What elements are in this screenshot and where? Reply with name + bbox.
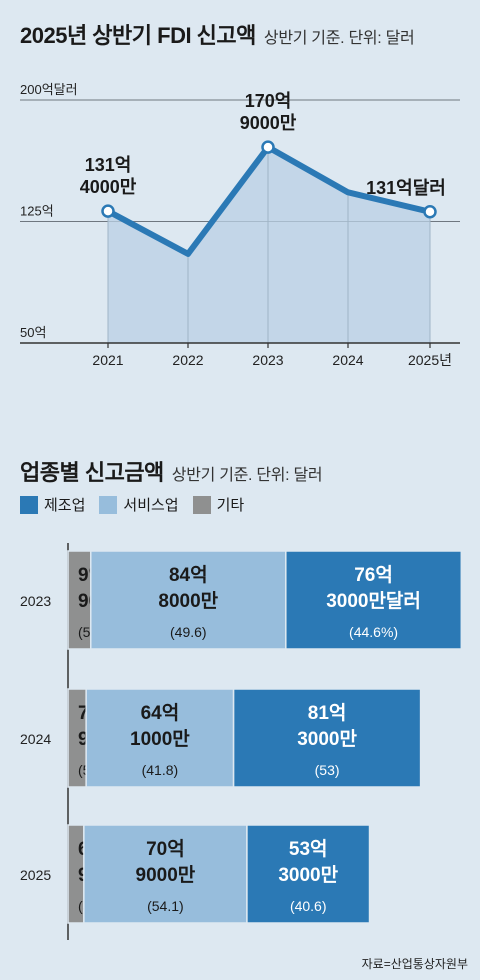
y-tick-label: 50억 xyxy=(20,325,46,340)
data-label: 170억 xyxy=(245,91,292,111)
bar-pct-label: (41.8) xyxy=(142,762,179,778)
bar-value-label: 53억 xyxy=(289,838,328,860)
bar-segment-services xyxy=(83,824,248,924)
legend-label-manufacturing: 제조업 xyxy=(44,497,86,514)
bar-pct-label: (44.6%) xyxy=(349,624,398,640)
bar-chart-subtitle: 상반기 기준. 단위: 달러 xyxy=(171,467,323,484)
bar-value-label: 3000만 xyxy=(297,728,357,750)
bar-year-label: 2023 xyxy=(20,593,51,609)
bar-value-label: 8000만 xyxy=(158,590,218,612)
bar-chart: 20239억9000만(5.8)84억8000만(49.6)76억3000만달러… xyxy=(20,543,463,940)
data-label: 4000만 xyxy=(80,177,137,197)
bar-value-label: 64억 xyxy=(141,702,180,724)
legend-item-services: 서비스업 xyxy=(99,494,179,515)
legend-swatch-manufacturing xyxy=(20,495,38,514)
data-label: 131억 xyxy=(85,155,132,175)
bar-segment-manufacturing xyxy=(232,688,422,788)
bar-value-label: 9000만 xyxy=(136,864,196,886)
bar-value-label: 3000만달러 xyxy=(326,590,421,612)
bar-value-label: 70억 xyxy=(146,838,185,860)
bar-value-label: 84억 xyxy=(169,564,208,586)
source-note: 자료=산업통상자원부 xyxy=(361,957,468,971)
y-tick-label: 125억 xyxy=(20,204,54,219)
bar-pct-label: (40.6) xyxy=(290,898,327,914)
bar-chart-title: 업종별 신고금액 xyxy=(20,460,164,485)
bar-pct-label: (54.1) xyxy=(147,898,184,914)
data-point-marker xyxy=(423,205,437,219)
data-label: 9000만 xyxy=(240,113,297,133)
y-tick-label: 200억달러 xyxy=(20,82,78,97)
legend-item-manufacturing: 제조업 xyxy=(20,494,85,515)
legend-swatch-services xyxy=(99,495,118,514)
line-chart-subtitle: 상반기 기준. 단위: 달러 xyxy=(263,30,415,47)
legend-label-other: 기타 xyxy=(216,497,245,514)
data-label: 131억달러 xyxy=(366,178,446,198)
bar-value-label: 76억 xyxy=(354,564,393,586)
x-tick-label: 2022 xyxy=(172,352,203,368)
x-tick-label: 2024 xyxy=(332,352,363,368)
x-tick-label: 2023 xyxy=(252,352,283,368)
bar-value-label: 1000만 xyxy=(130,728,190,750)
bar-year-label: 2025 xyxy=(20,867,51,883)
data-point-marker xyxy=(101,204,115,218)
legend-swatch-other xyxy=(192,495,211,514)
line-chart-title-row: 2025년 상반기 FDI 신고액 상반기 기준. 단위: 달러 xyxy=(20,18,415,50)
bar-value-label: 3000만 xyxy=(278,864,338,886)
bar-value-label: 81억 xyxy=(308,702,347,724)
bar-segment-services xyxy=(85,688,235,788)
bar-year-label: 2024 xyxy=(20,731,51,747)
bar-pct-label: (49.6) xyxy=(170,624,207,640)
x-tick-label: 2025년 xyxy=(408,352,452,368)
bar-segment-services xyxy=(90,550,287,650)
bar-chart-legend: 제조업 서비스업 기타 xyxy=(20,494,258,515)
line-chart: 200억달러 125억 50억 2021 2022 2023 2024 2025년 131억40… xyxy=(20,82,460,368)
bar-chart-title-row: 업종별 신고금액 상반기 기준. 단위: 달러 xyxy=(20,455,323,487)
bar-segment-manufacturing xyxy=(285,550,463,650)
area-fill xyxy=(108,147,430,343)
bar-segment-manufacturing xyxy=(246,824,371,924)
line-chart-title: 2025년 상반기 FDI 신고액 xyxy=(20,23,256,48)
x-tick-label: 2021 xyxy=(92,352,123,368)
data-point-marker xyxy=(261,140,275,154)
legend-label-services: 서비스업 xyxy=(123,497,179,514)
bar-pct-label: (53) xyxy=(315,762,340,778)
legend-item-other: 기타 xyxy=(192,494,245,515)
